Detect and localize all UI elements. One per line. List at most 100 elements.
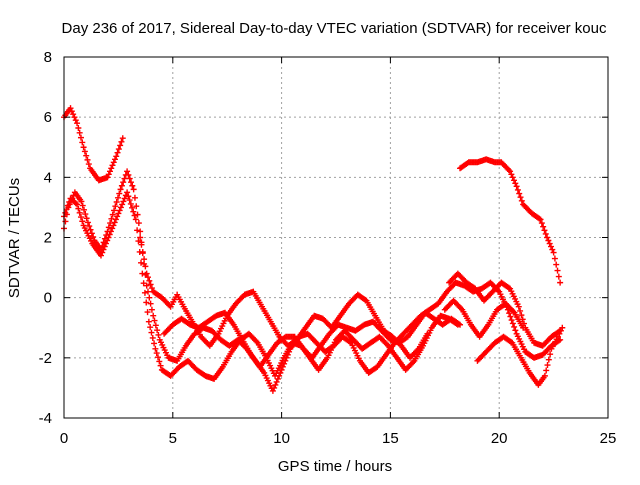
y-axis-label: SDTVAR / TECUs bbox=[6, 178, 23, 298]
data-point bbox=[146, 277, 153, 284]
data-point bbox=[75, 124, 82, 131]
data-point bbox=[510, 177, 517, 184]
data-point bbox=[271, 384, 278, 391]
data-point bbox=[152, 322, 159, 329]
data-point bbox=[155, 354, 162, 361]
data-point bbox=[151, 317, 158, 324]
data-point bbox=[508, 338, 515, 345]
data-point bbox=[551, 255, 558, 262]
data-point bbox=[151, 340, 158, 347]
data-point bbox=[118, 138, 125, 145]
data-point bbox=[135, 238, 142, 245]
data-point bbox=[114, 194, 121, 201]
data-point bbox=[126, 175, 133, 182]
data-point bbox=[121, 175, 128, 182]
data-point bbox=[553, 261, 560, 268]
data-point bbox=[79, 139, 86, 146]
data-point bbox=[120, 198, 127, 205]
data-point bbox=[147, 281, 154, 288]
data-point bbox=[113, 153, 120, 160]
data-point bbox=[111, 219, 118, 226]
data-point bbox=[457, 321, 464, 328]
data-point bbox=[508, 317, 515, 324]
data-point bbox=[109, 211, 116, 218]
data-point bbox=[546, 240, 553, 247]
data-point bbox=[511, 323, 518, 330]
data-point bbox=[111, 156, 118, 163]
data-point bbox=[146, 294, 153, 301]
data-point bbox=[86, 223, 93, 230]
data-point bbox=[79, 218, 86, 225]
data-point bbox=[537, 216, 544, 223]
data-point bbox=[518, 197, 525, 204]
data-point bbox=[128, 179, 135, 186]
data-point bbox=[279, 363, 286, 370]
data-point bbox=[543, 367, 550, 374]
data-point bbox=[550, 249, 557, 256]
data-point bbox=[549, 246, 556, 253]
y-tick-label: 0 bbox=[44, 290, 52, 307]
data-point bbox=[83, 152, 90, 159]
data-point bbox=[559, 324, 566, 331]
data-point bbox=[113, 199, 120, 206]
data-point bbox=[157, 362, 164, 369]
data-point bbox=[424, 330, 431, 337]
data-point bbox=[155, 331, 162, 338]
data-point bbox=[81, 206, 88, 213]
data-point bbox=[115, 146, 122, 153]
data-point bbox=[507, 168, 514, 175]
data-point bbox=[557, 327, 564, 334]
data-point bbox=[541, 227, 548, 234]
data-point bbox=[131, 194, 138, 201]
data-point bbox=[148, 285, 155, 292]
data-point bbox=[514, 186, 521, 193]
axis-ticks: 0 5 10 15 20 25 -4 -2 0 2 4 6 8 bbox=[39, 49, 617, 447]
data-point bbox=[147, 300, 154, 307]
data-point bbox=[119, 201, 126, 208]
data-point bbox=[124, 189, 131, 196]
data-point bbox=[62, 218, 69, 225]
data-point bbox=[545, 237, 552, 244]
data-point bbox=[346, 338, 353, 345]
data-point bbox=[70, 111, 77, 118]
data-point bbox=[512, 327, 519, 334]
data-point bbox=[115, 210, 122, 217]
x-tick-label: 5 bbox=[169, 430, 177, 447]
data-point bbox=[147, 324, 154, 331]
data-point bbox=[272, 381, 279, 388]
data-point bbox=[554, 267, 561, 274]
data-point bbox=[117, 186, 124, 193]
data-point bbox=[80, 144, 87, 151]
data-point bbox=[414, 347, 421, 354]
data-point bbox=[76, 129, 83, 136]
data-point bbox=[120, 179, 127, 186]
data-point bbox=[144, 288, 151, 295]
data-point bbox=[512, 180, 519, 187]
data-point bbox=[71, 114, 78, 121]
series-track-8 bbox=[457, 156, 564, 286]
data-point bbox=[507, 313, 514, 320]
data-point bbox=[455, 320, 462, 327]
series-track-5 bbox=[161, 309, 464, 370]
data-point bbox=[67, 105, 74, 112]
data-point bbox=[74, 201, 81, 208]
data-point bbox=[112, 203, 119, 210]
data-point bbox=[149, 334, 156, 341]
data-point bbox=[109, 162, 116, 169]
data-point bbox=[101, 243, 108, 250]
data-point bbox=[556, 330, 563, 337]
data-point bbox=[269, 387, 276, 394]
data-point bbox=[144, 274, 151, 281]
data-point bbox=[72, 117, 79, 124]
data-point bbox=[74, 120, 81, 127]
data-point bbox=[138, 259, 145, 266]
data-point bbox=[64, 202, 71, 209]
data-point bbox=[124, 168, 131, 175]
data-point bbox=[100, 246, 107, 253]
data-point bbox=[153, 350, 160, 357]
data-point bbox=[509, 174, 516, 181]
data-point bbox=[141, 289, 148, 296]
data-point bbox=[87, 226, 94, 233]
data-point bbox=[63, 206, 70, 213]
